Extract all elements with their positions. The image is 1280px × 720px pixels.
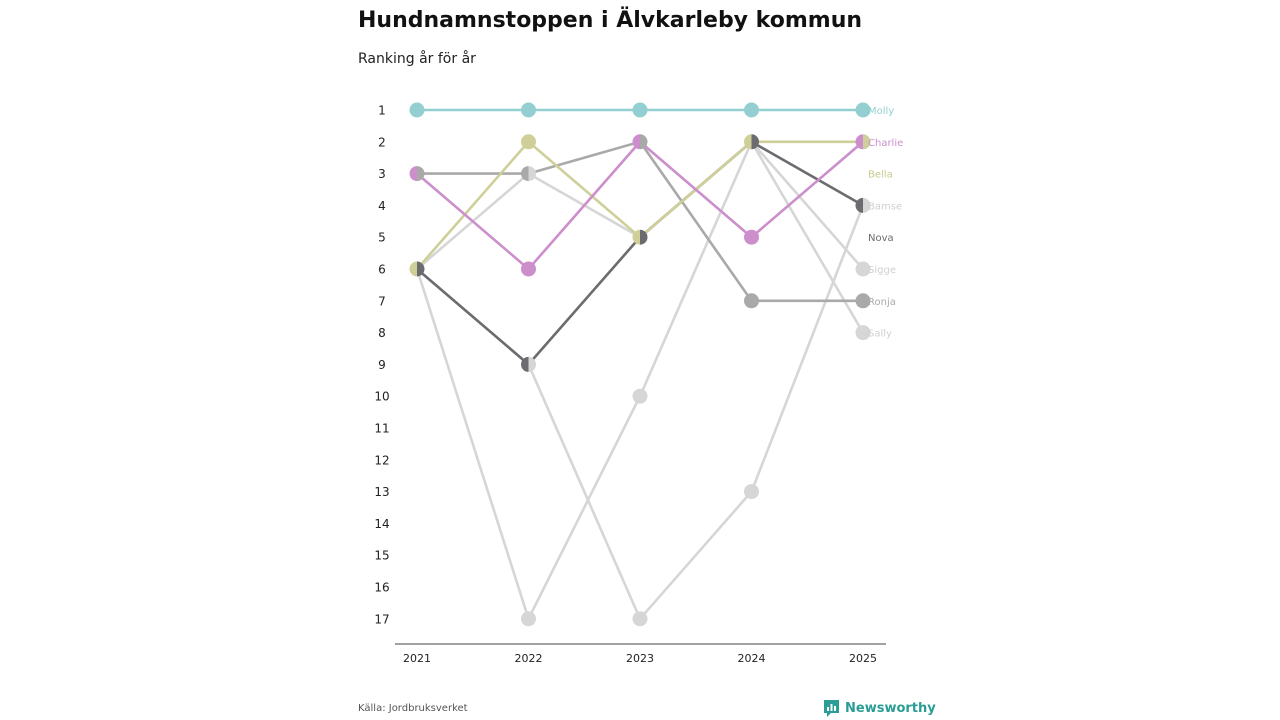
point-sigge [855,261,871,277]
brand-name: Newsworthy [845,701,936,716]
point-charlie [744,229,759,245]
point-bamse [632,611,648,627]
y-tick-label: 6 [378,263,386,277]
point-nova [751,134,760,150]
chart-subtitle: Ranking år för år [358,51,476,67]
point-ronja [640,134,648,150]
y-tick-label: 3 [378,167,386,181]
point-bamse [528,356,536,372]
point-molly [855,102,871,118]
point-bella [521,134,536,150]
point-ronja [521,166,529,182]
x-tick-label: 2024 [738,652,766,665]
point-nova [417,261,425,277]
point-bella [863,134,871,150]
y-tick-label: 4 [378,199,386,213]
point-charlie [521,261,536,277]
y-tick-label: 11 [374,422,389,436]
newsworthy-logo-icon [824,700,839,717]
y-tick-label: 10 [374,390,389,404]
series-label-sally: Sally [868,329,892,340]
y-tick-label: 2 [378,135,386,149]
point-sigge [632,388,648,404]
point-bella [632,229,640,245]
series-line-nova [416,140,864,366]
y-tick-label: 8 [378,326,386,340]
y-tick-label: 14 [374,517,389,531]
series-label-bamse: Bamse [868,201,902,212]
point-sally [855,325,871,341]
point-sally [528,166,536,182]
brand: Newsworthy [823,699,936,718]
point-molly [632,102,648,118]
y-tick-label: 13 [374,485,389,499]
series-line-bella [416,140,863,270]
point-charlie [632,134,640,150]
y-tick-label: 1 [378,104,386,118]
y-tick-label: 9 [378,358,386,372]
series-label-sigge: Sigge [868,265,896,276]
series-line-ronja [417,140,863,303]
chart-title: Hundnamnstoppen i Älvkarleby kommun [358,8,863,33]
y-tick-label: 17 [374,612,389,626]
point-ronja [417,166,425,182]
series-label-ronja: Ronja [868,297,896,308]
x-tick-label: 2021 [403,652,431,665]
x-tick-label: 2022 [515,652,543,665]
y-tick-label: 12 [374,453,389,467]
point-bella [744,134,752,150]
point-nova [521,356,529,372]
point-molly [409,102,425,118]
y-tick-label: 7 [378,294,386,308]
point-nova [855,197,863,213]
point-molly [521,102,536,118]
point-ronja [744,293,759,309]
point-bamse [744,484,759,500]
series-line-charlie [416,140,864,271]
series-label-molly: Molly [868,106,894,117]
series-line-bamse [416,204,865,621]
point-sigge [521,611,536,627]
point-charlie [409,166,417,182]
point-ronja [855,293,871,309]
point-bella [409,261,417,277]
x-tick-label: 2025 [849,652,877,665]
y-tick-label: 16 [374,581,389,595]
series-label-bella: Bella [868,170,893,181]
y-tick-label: 5 [378,231,386,245]
point-bamse [863,197,871,213]
source-note: Källa: Jordbruksverket [358,703,468,714]
point-charlie [855,134,863,150]
series-label-charlie: Charlie [868,138,903,149]
point-nova [640,229,648,245]
series-label-nova: Nova [868,233,894,244]
point-molly [744,102,759,118]
y-tick-label: 15 [374,549,389,563]
x-tick-label: 2023 [626,652,654,665]
